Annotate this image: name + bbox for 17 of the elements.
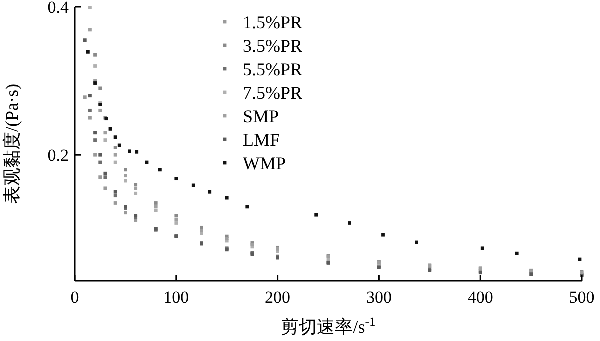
legend-label: 1.5%PR: [243, 12, 303, 32]
x-tick-label: 200: [265, 288, 291, 307]
y-tick-label: 0.4: [48, 0, 70, 17]
legend-label: WMP: [243, 153, 286, 174]
legend-label: 7.5%PR: [243, 82, 303, 103]
y-tick-label: 0.2: [48, 146, 69, 166]
legend-label: 3.5%PR: [243, 36, 303, 56]
x-tick-label: 0: [70, 288, 80, 307]
legend-label: LMF: [243, 130, 280, 150]
x-axis-title: 剪切速率/s$^{-1}$: [281, 315, 376, 337]
y-axis-title: 表观黏度/(Pa·s): [2, 84, 22, 204]
x-tick-label: 300: [366, 288, 392, 307]
x-tick-label: 100: [164, 288, 190, 307]
x-tick-label: 500: [569, 288, 595, 307]
legend-label: 5.5%PR: [243, 59, 303, 80]
x-tick-label: 400: [468, 288, 494, 307]
legend-label: SMP: [243, 106, 280, 126]
